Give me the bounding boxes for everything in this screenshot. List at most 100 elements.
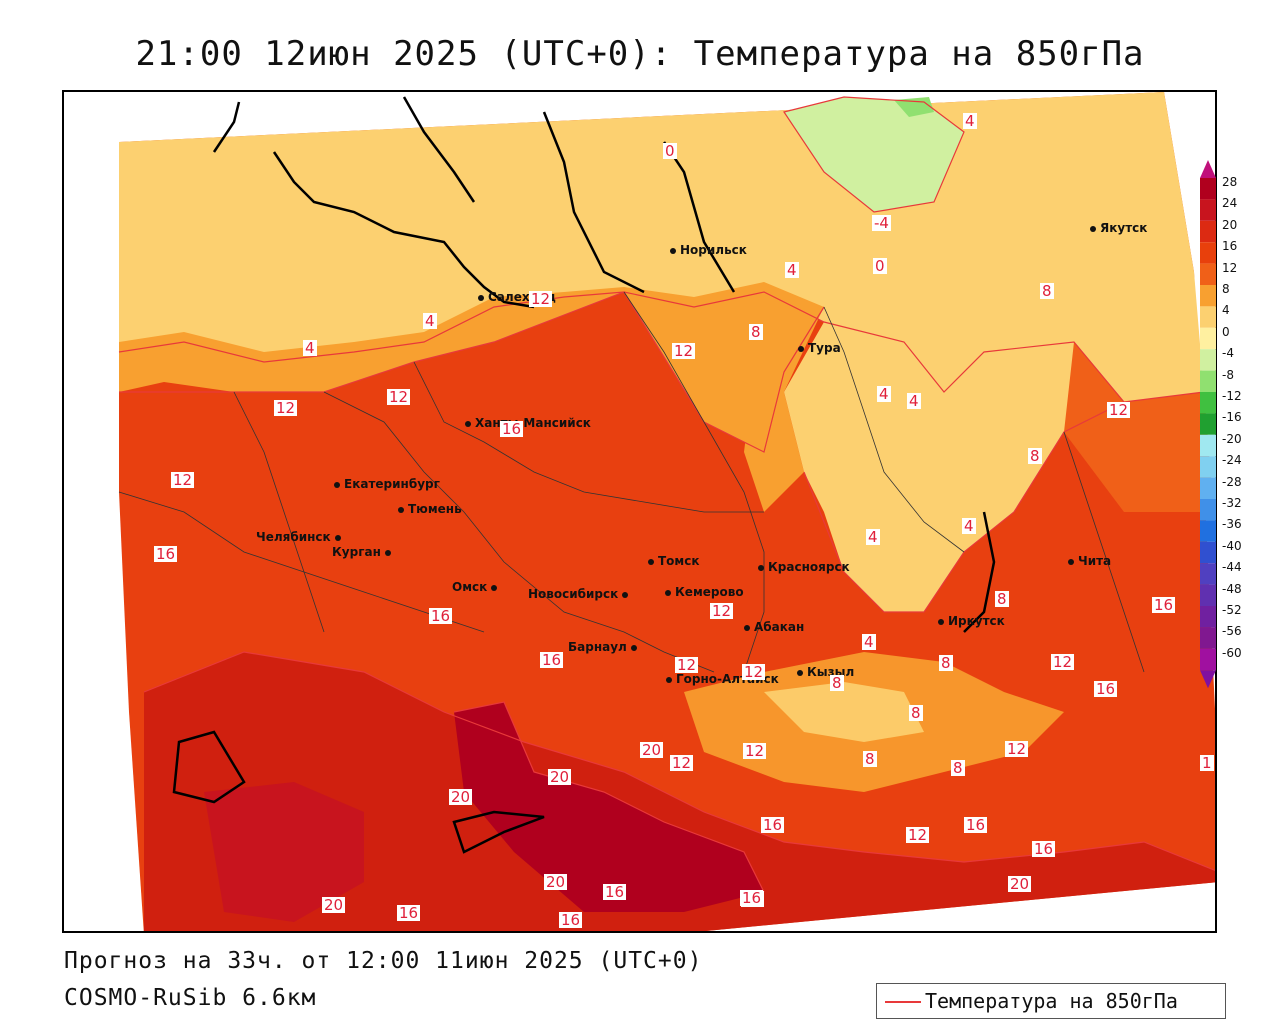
- city-marker-icon: [398, 506, 404, 513]
- contour-label: 8: [909, 704, 923, 722]
- city-chita: Чита: [1068, 554, 1111, 568]
- colorbar-segment: [1200, 263, 1216, 285]
- city-yekaterinburg: Екатеринбург: [334, 477, 440, 491]
- contour-label: 16: [1094, 680, 1118, 698]
- contour-label: 12: [387, 388, 411, 406]
- colorbar-segment: [1200, 285, 1216, 307]
- city-marker-icon: [384, 549, 391, 556]
- zone-very-hot-2: [204, 782, 364, 922]
- admin-borders: [118, 291, 1145, 673]
- colorbar-segment: [1200, 477, 1216, 499]
- contour-label: 4: [423, 312, 437, 330]
- contour-label: 16: [154, 545, 178, 563]
- contour-label: 12: [742, 663, 766, 681]
- zone-east-warm: [1064, 342, 1214, 512]
- contour-label: 12: [1107, 401, 1131, 419]
- city-marker-icon: [648, 558, 654, 565]
- contour-label: 12: [906, 826, 930, 844]
- city-kyzyl: Кызыл: [797, 665, 854, 679]
- contour-label: 8: [1040, 282, 1054, 300]
- colorbar-tick-label: 28: [1222, 175, 1238, 189]
- city-tura: Тура: [798, 341, 841, 355]
- legend: Температура на 850гПа: [876, 983, 1226, 1019]
- city-irkutsk: Иркутск: [938, 614, 1005, 628]
- city-marker-icon: [665, 589, 671, 596]
- contour-label: 4: [963, 112, 977, 130]
- contour-label: 12: [710, 602, 734, 620]
- model-name: COSMO-RuSib 6.6км: [64, 985, 317, 1011]
- colorbar-tick-label: -60: [1222, 645, 1242, 660]
- city-yakutsk: Якутск: [1090, 221, 1147, 235]
- contour-label: 1: [1200, 754, 1214, 772]
- contour-label: 12: [529, 290, 553, 308]
- city-abakan: Абакан: [744, 620, 804, 634]
- city-novosibirsk: Новосибирск: [528, 587, 632, 601]
- colorbar-tick-label: 12: [1222, 260, 1238, 275]
- map-canvas: [64, 92, 1215, 931]
- city-kurgan: Курган: [332, 545, 395, 559]
- contour-label: 12: [670, 754, 694, 772]
- colorbar-tick-label: -36: [1222, 517, 1242, 532]
- city-krasnoyarsk: Красноярск: [758, 560, 850, 574]
- colorbar-tick-label: 0: [1222, 324, 1230, 339]
- contour-label: 4: [866, 528, 880, 546]
- city-marker-icon: [744, 624, 750, 631]
- colorbar-tick-label: -4: [1222, 346, 1234, 361]
- city-marker-icon: [622, 591, 629, 598]
- contour-label: 4: [962, 517, 976, 535]
- city-khanty-mansiysk: Ханты-Мансийск: [465, 416, 591, 430]
- contour-label: 16: [397, 904, 421, 922]
- contour-label: 0: [663, 142, 677, 160]
- contour-label: 16: [964, 816, 988, 834]
- colorbar-segment: [1200, 349, 1216, 371]
- colorbar-tick-label: -16: [1222, 410, 1242, 425]
- city-barnaul: Барнаул: [568, 640, 641, 654]
- contour-label: 12: [743, 742, 767, 760]
- city-marker-icon: [797, 669, 803, 676]
- contour-label: 20: [548, 768, 572, 786]
- contour-label: 16: [1152, 596, 1176, 614]
- city-marker-icon: [666, 676, 672, 683]
- colorbar-segment: [1200, 606, 1216, 628]
- colorbar-segment: [1200, 584, 1216, 606]
- colorbar-tick-label: -40: [1222, 538, 1242, 553]
- city-marker-icon: [670, 247, 676, 254]
- contour-label: 16: [1032, 840, 1056, 858]
- city-marker-icon: [1068, 558, 1074, 565]
- contour-label: 8: [830, 674, 844, 692]
- colorbar-tick-label: -48: [1222, 581, 1242, 596]
- contour-label: 16: [603, 883, 627, 901]
- colorbar-segment: [1200, 648, 1216, 671]
- city-tyumen: Тюмень: [398, 502, 462, 516]
- contour-label: 16: [740, 889, 764, 907]
- colorbar-segment: [1200, 242, 1216, 264]
- zone-very-hot: [454, 702, 764, 912]
- city-marker-icon: [758, 564, 764, 571]
- contour-label: 8: [863, 750, 877, 768]
- zone-hot-core: [144, 652, 1215, 931]
- colorbar-segment: [1200, 178, 1216, 200]
- contour-label: 16: [540, 651, 564, 669]
- contour-label: 0: [873, 257, 887, 275]
- city-marker-icon: [334, 534, 341, 541]
- colorbar-segment: [1200, 370, 1216, 392]
- zone-cold-patch: [784, 97, 964, 212]
- contour-label: 20: [449, 788, 473, 806]
- colorbar-segment: [1200, 306, 1216, 328]
- colorbar-tick-label: -12: [1222, 389, 1242, 403]
- colorbar-segment: [1200, 563, 1216, 585]
- colorbar-segment: [1200, 541, 1216, 564]
- colorbar-segment: [1200, 434, 1216, 457]
- contour-label: 4: [303, 339, 317, 357]
- city-marker-icon: [798, 345, 804, 352]
- colorbar-tick-label: -56: [1222, 624, 1242, 639]
- contour-label: 4: [907, 392, 921, 410]
- colorbar-segment: [1200, 627, 1216, 649]
- contour-label: 8: [951, 759, 965, 777]
- colorbar-segment: [1200, 456, 1216, 478]
- colorbar-tick-label: -44: [1222, 560, 1242, 575]
- city-marker-icon: [478, 294, 484, 301]
- city-marker-icon: [465, 420, 471, 427]
- colorbar-tick-label: 4: [1222, 303, 1230, 318]
- colorbar-tick-label: -52: [1222, 603, 1242, 617]
